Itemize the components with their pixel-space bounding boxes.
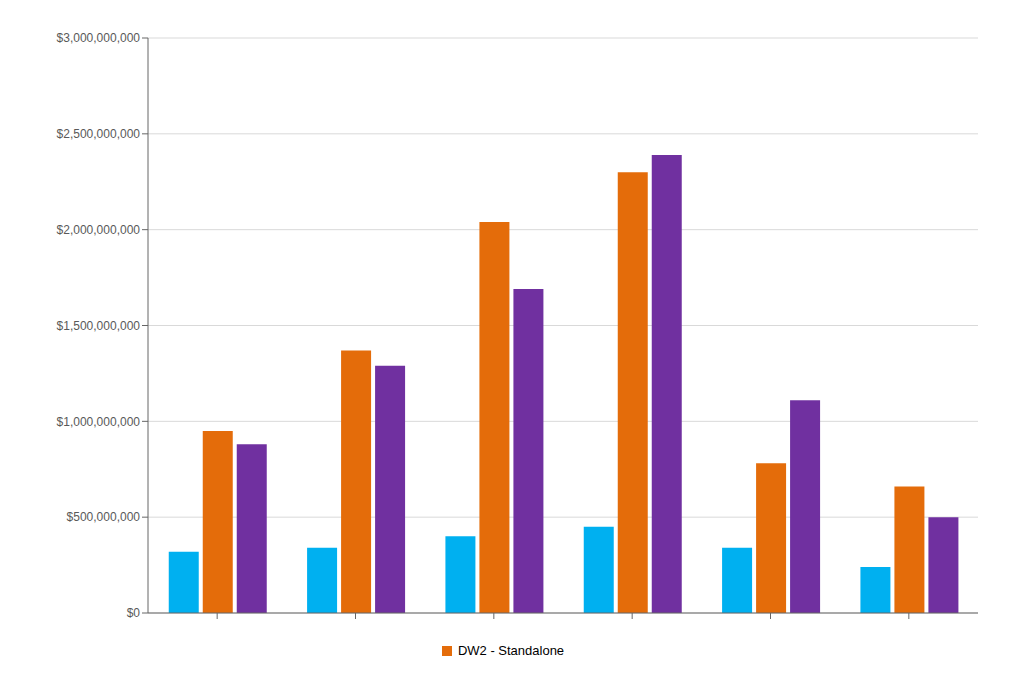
svg-text:$1,000,000,000: $1,000,000,000 [57, 415, 141, 429]
svg-text:$2,500,000,000: $2,500,000,000 [57, 127, 141, 141]
svg-text:$0: $0 [127, 606, 141, 620]
svg-text:$3,000,000,000: $3,000,000,000 [57, 31, 141, 45]
svg-text:$500,000,000: $500,000,000 [67, 510, 141, 524]
html-text:DW2 - Standalone: DW2 - Standalone [457, 643, 565, 658]
svg-text:$1,500,000,000: $1,500,000,000 [57, 319, 141, 333]
svg-text:$2,000,000,000: $2,000,000,000 [57, 223, 141, 237]
